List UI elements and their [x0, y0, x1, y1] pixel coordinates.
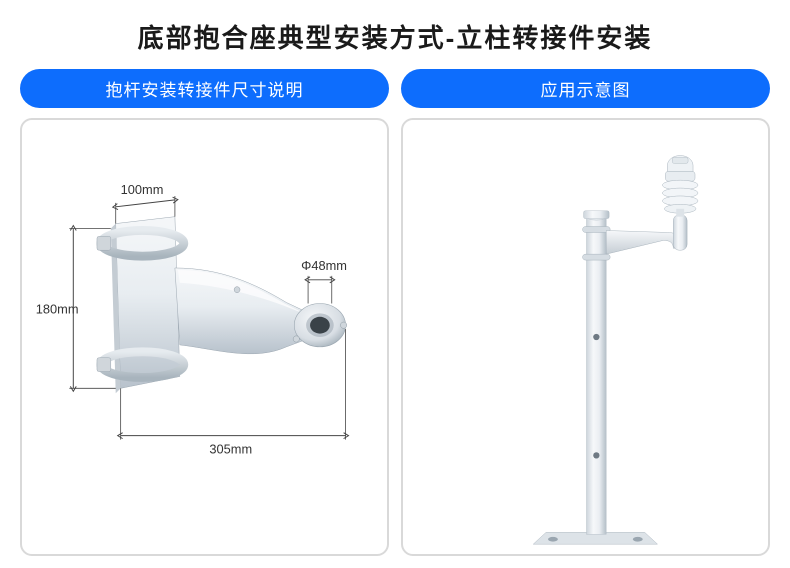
dim-tube-dia: Φ48mm [301, 258, 347, 273]
right-column: 应用示意图 [401, 69, 770, 556]
page-title: 底部抱合座典型安装方式-立柱转接件安装 [20, 18, 770, 55]
right-panel [401, 118, 770, 556]
left-panel: 100mm 180mm 305mm Φ48mm [20, 118, 389, 556]
left-column: 抱杆安装转接件尺寸说明 [20, 69, 389, 556]
dim-length: 305mm [209, 441, 252, 456]
panels-row: 抱杆安装转接件尺寸说明 [20, 69, 770, 556]
dim-height: 180mm [36, 301, 79, 316]
bracket-diagram: 100mm 180mm 305mm Φ48mm [22, 120, 387, 554]
right-pill-label: 应用示意图 [401, 69, 770, 108]
sensor-icon [662, 156, 698, 217]
left-pill-label: 抱杆安装转接件尺寸说明 [20, 69, 389, 108]
application-diagram [403, 120, 768, 554]
dim-top-width: 100mm [121, 182, 164, 197]
